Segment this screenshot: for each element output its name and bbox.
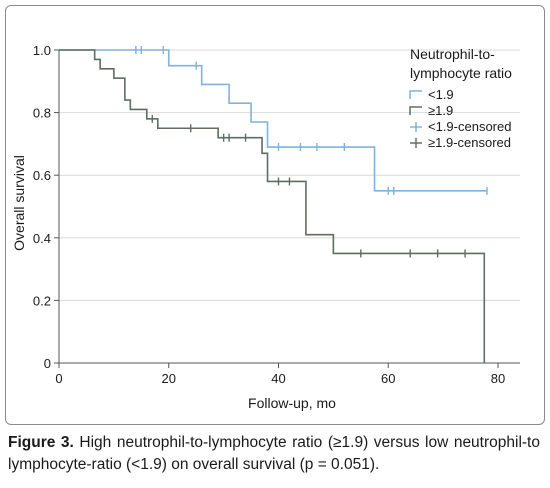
x-ticks: 0 20 40 60 80 (55, 363, 505, 386)
legend-title-line-2: lymphocyte ratio (410, 65, 512, 81)
legend-item: <1.9 (409, 87, 454, 102)
legend-item: <1.9-censored (410, 119, 511, 134)
survival-line (59, 49, 488, 192)
legend-label: <1.9 (428, 87, 454, 102)
series-0 (59, 46, 488, 195)
legend-item: ≥1.9 (409, 103, 453, 118)
axes (58, 50, 520, 364)
x-tick-label: 0 (55, 371, 62, 386)
x-axis-title: Follow-up, mo (248, 395, 336, 411)
caption-text: High neutrophil-to-lymphocyte ratio (≥1.… (8, 434, 540, 473)
legend-label: <1.9-censored (428, 119, 511, 134)
x-tick-label: 80 (491, 371, 505, 386)
y-tick-label: 1.0 (33, 43, 51, 58)
y-tick-label: 0.2 (33, 293, 51, 308)
legend-label: ≥1.9-censored (428, 135, 511, 150)
legend-title-line-1: Neutrophil-to- (410, 46, 495, 62)
survival-line (59, 49, 486, 363)
legend-swatch (409, 106, 422, 115)
legend-swatch (409, 90, 422, 99)
legend-items: <1.9≥1.9<1.9-censored≥1.9-censored (409, 87, 511, 150)
legend: Neutrophil-to- lymphocyte ratio <1.9≥1.9… (409, 46, 512, 150)
y-tick-label: 0.6 (33, 168, 51, 183)
y-tick-label: 0.4 (33, 231, 51, 246)
survival-curves (59, 46, 488, 363)
x-tick-label: 60 (381, 371, 395, 386)
figure-caption: Figure 3. High neutrophil-to-lymphocyte … (8, 432, 540, 476)
y-ticks: 0 0.2 0.4 0.6 0.8 1.0 (33, 43, 59, 371)
y-tick-label: 0.8 (33, 106, 51, 121)
figure-frame (5, 5, 545, 425)
series-1 (59, 49, 486, 363)
caption-label: Figure 3. (8, 434, 74, 451)
legend-item: ≥1.9-censored (410, 135, 511, 150)
y-tick-label: 0 (44, 356, 51, 371)
survival-chart: 0 0.2 0.4 0.6 0.8 1.0 0 20 40 60 80 Follow-up, mo… (11, 43, 520, 411)
y-axis-title: Overall survival (11, 155, 27, 251)
x-tick-label: 40 (271, 371, 285, 386)
legend-label: ≥1.9 (428, 103, 453, 118)
x-tick-label: 20 (162, 371, 176, 386)
